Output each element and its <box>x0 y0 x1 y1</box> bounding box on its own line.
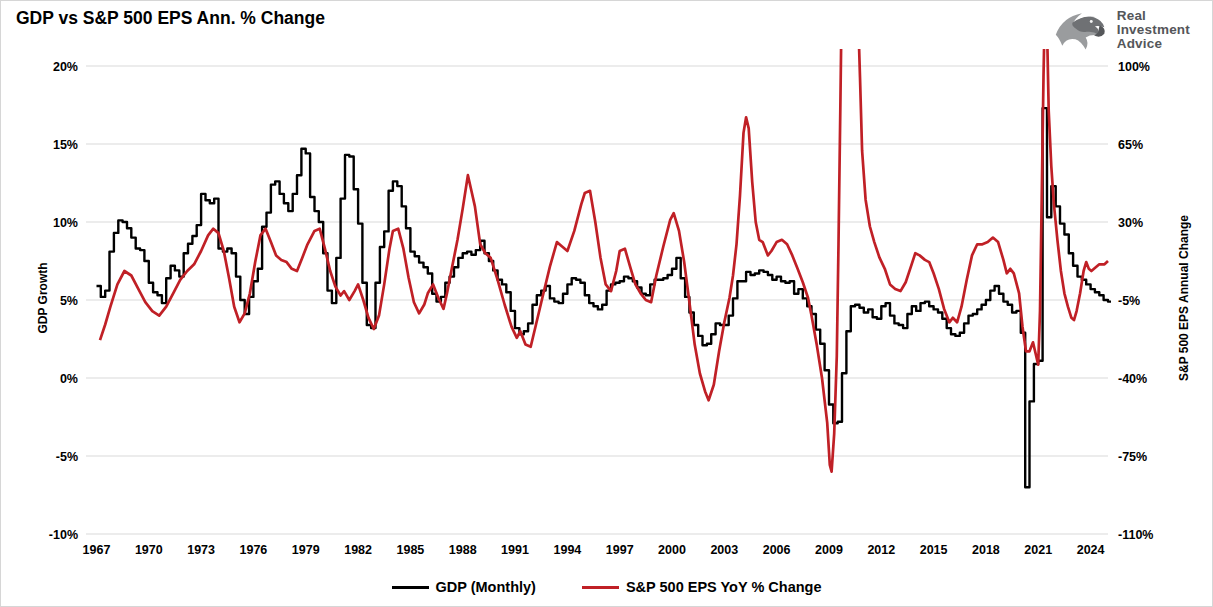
legend-item-gdp: GDP (Monthly) <box>392 579 536 595</box>
x-axis-tick-label: 2000 <box>658 543 686 557</box>
x-axis-tick-label: 1976 <box>239 543 267 557</box>
right-axis-tick-label: 100% <box>1118 60 1150 74</box>
right-axis-tick-label: -40% <box>1118 372 1147 386</box>
chart-canvas: 20% 100% 15% 65% 10% 30% 5% -5% 0% -40% -5% -75% -10… <box>1 1 1213 607</box>
legend-item-eps: S&P 500 EPS YoY % Change <box>582 579 822 595</box>
chart-legend: GDP (Monthly) S&P 500 EPS YoY % Change <box>1 579 1212 595</box>
right-axis-tick-label: 65% <box>1118 138 1143 152</box>
right-axis-tick-label: 30% <box>1118 216 1143 230</box>
left-axis-tick-label: -10% <box>49 528 78 542</box>
left-axis-tick-label: 10% <box>53 216 78 230</box>
x-axis-tick-label: 2024 <box>1077 543 1105 557</box>
x-axis-tick-label: 1982 <box>344 543 372 557</box>
gdp-line-swatch <box>392 586 429 589</box>
x-axis-tick-label: 1985 <box>396 543 424 557</box>
legend-label-gdp: GDP (Monthly) <box>436 579 536 595</box>
right-axis-tick-label: -5% <box>1118 294 1140 308</box>
eps-line-swatch <box>582 586 619 589</box>
x-axis-tick-label: 1970 <box>135 543 163 557</box>
x-axis-tick-label: 2012 <box>867 543 895 557</box>
left-axis-tick-label: 20% <box>53 60 78 74</box>
legend-label-eps: S&P 500 EPS YoY % Change <box>626 579 822 595</box>
left-axis-tick-label: 15% <box>53 138 78 152</box>
right-axis-tick-label: -110% <box>1118 528 1153 542</box>
x-axis-tick-label: 1988 <box>449 543 477 557</box>
chart-page: GDP vs S&P 500 EPS Ann. % Change Real In… <box>0 0 1213 607</box>
x-axis-tick-label: 1973 <box>187 543 215 557</box>
x-axis-tick-label: 1997 <box>606 543 634 557</box>
series-lines <box>97 1 1113 487</box>
x-axis-tick-label: 1979 <box>292 543 320 557</box>
x-axis-tick-label: 2003 <box>710 543 738 557</box>
x-axis-tick-label: 1994 <box>553 543 581 557</box>
x-axis-tick-label: 2021 <box>1024 543 1052 557</box>
left-axis-tick-label: 5% <box>60 294 78 308</box>
left-axis-tick-label: -5% <box>56 450 78 464</box>
x-axis-tick-label: 1991 <box>501 543 529 557</box>
left-axis-tick-label: 0% <box>60 372 78 386</box>
right-axis-tick-label: -75% <box>1118 450 1147 464</box>
x-axis-tick-label: 2015 <box>920 543 948 557</box>
x-axis-tick-label: 2018 <box>972 543 1000 557</box>
x-axis-tick-label: 1967 <box>83 543 111 557</box>
x-axis-tick-label: 2006 <box>763 543 791 557</box>
x-axis-tick-label: 2009 <box>815 543 843 557</box>
eps-line <box>100 1 1108 472</box>
